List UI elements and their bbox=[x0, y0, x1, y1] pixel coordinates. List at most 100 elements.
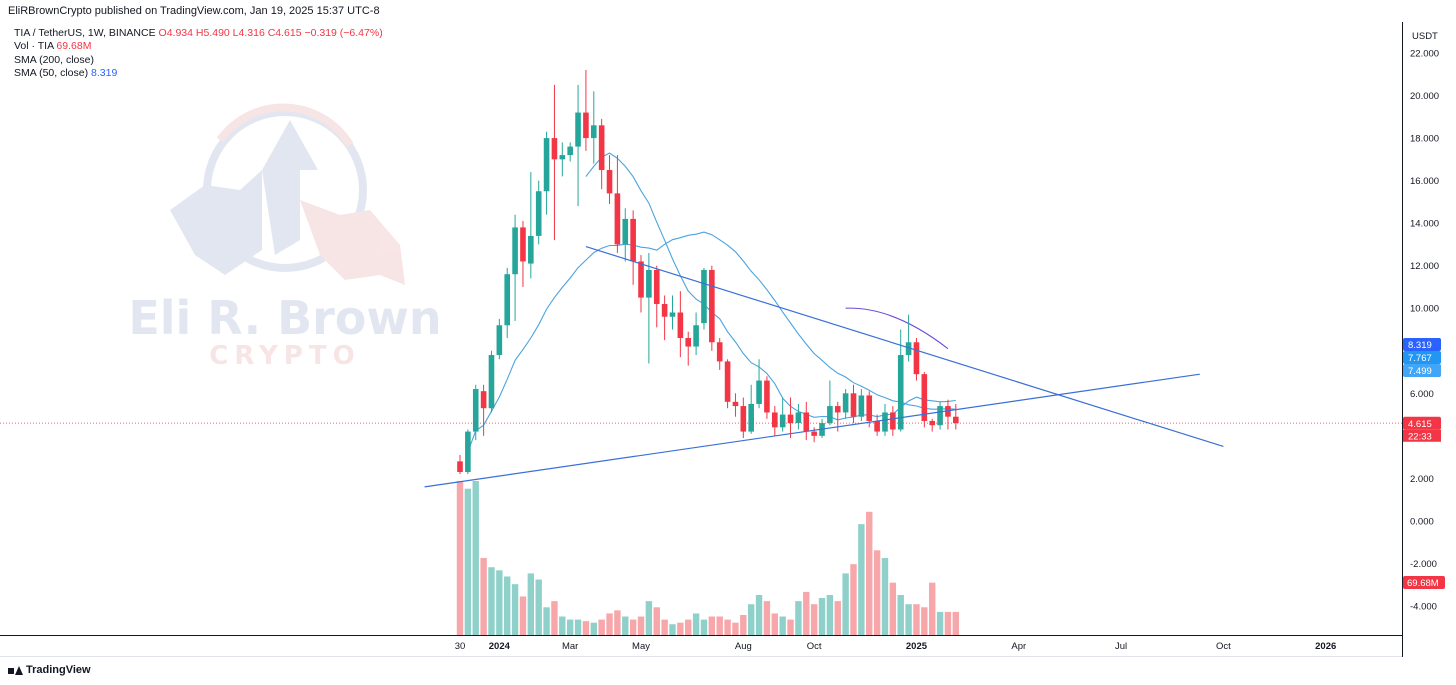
candle-body bbox=[795, 412, 802, 424]
trendlines[interactable] bbox=[0, 245, 1402, 488]
candle-body bbox=[834, 406, 841, 413]
price-tick-label: 10.000 bbox=[1410, 304, 1439, 315]
volume-bar bbox=[472, 481, 479, 635]
volume-bar bbox=[653, 607, 660, 635]
candle bbox=[890, 406, 896, 436]
candle-body bbox=[653, 269, 660, 304]
legend-symbol-row[interactable]: TIA / TetherUS, 1W, BINANCE O4.934 H5.49… bbox=[14, 27, 383, 40]
candle-body bbox=[890, 412, 896, 430]
candle-body bbox=[897, 355, 904, 430]
time-tick-label: Aug bbox=[735, 641, 752, 652]
volume-bar bbox=[559, 616, 566, 635]
legend-sma200-row[interactable]: SMA (200, close) bbox=[14, 54, 383, 67]
time-tick-label: 2024 bbox=[489, 641, 511, 652]
candle bbox=[504, 267, 511, 339]
volume-bar bbox=[708, 616, 716, 635]
volume-bar bbox=[921, 607, 928, 635]
volume-bar bbox=[480, 558, 487, 635]
volume-bar bbox=[795, 601, 802, 635]
volume-bar bbox=[850, 564, 857, 635]
chart-legend: TIA / TetherUS, 1W, BINANCE O4.934 H5.49… bbox=[14, 27, 383, 80]
candle-body bbox=[661, 303, 668, 317]
volume-badge-text: 69.68M bbox=[1407, 578, 1439, 589]
tradingview-brand-text: TradingView bbox=[26, 664, 91, 676]
volume-bar bbox=[535, 579, 542, 635]
candle-body bbox=[457, 461, 463, 473]
price-tick-label: -2.000 bbox=[1410, 559, 1437, 570]
volume-bar bbox=[504, 576, 511, 635]
volume-bar bbox=[700, 619, 708, 635]
legend-sma50-row[interactable]: SMA (50, close) 8.319 bbox=[14, 67, 383, 80]
candle bbox=[787, 397, 794, 438]
volume-bar bbox=[747, 604, 755, 635]
time-tick-label: Jul bbox=[1115, 641, 1127, 652]
candle bbox=[772, 406, 778, 436]
candle-body bbox=[669, 312, 676, 317]
tradingview-logo-icon bbox=[8, 665, 23, 675]
candle-body bbox=[709, 269, 715, 343]
sma-slow-line bbox=[467, 231, 956, 452]
volume-bar bbox=[496, 570, 503, 635]
volume-bar bbox=[716, 616, 723, 635]
volume-bar bbox=[929, 582, 936, 635]
volume-bar bbox=[614, 610, 621, 635]
candle bbox=[842, 389, 849, 419]
time-tick-label: 2026 bbox=[1315, 641, 1336, 652]
candle bbox=[567, 142, 573, 162]
candle bbox=[905, 314, 912, 362]
volume-bar bbox=[873, 550, 881, 635]
volume-bars bbox=[456, 481, 960, 635]
volume-bar bbox=[740, 614, 747, 635]
candle-body bbox=[803, 412, 810, 432]
candle bbox=[661, 295, 668, 341]
candle bbox=[606, 155, 613, 205]
candle-body bbox=[882, 412, 888, 432]
watermark-logo: Eli R. Brown CRYPTO bbox=[128, 103, 442, 371]
volume-bar bbox=[787, 619, 794, 635]
volume-bar bbox=[511, 584, 519, 635]
legend-volume-row[interactable]: Vol · TIA 69.68M bbox=[14, 40, 383, 53]
volume-bar bbox=[724, 619, 731, 635]
candle-body bbox=[646, 269, 652, 298]
published-header: EliRBrownCrypto published on TradingView… bbox=[8, 5, 380, 17]
time-tick-label: Mar bbox=[562, 641, 578, 652]
candle bbox=[512, 214, 518, 321]
time-tick-label: 30 bbox=[455, 641, 466, 652]
tradingview-brand[interactable]: TradingView bbox=[8, 664, 91, 676]
sma-badge-3: 7.499 bbox=[1403, 363, 1441, 377]
candle-body bbox=[905, 342, 912, 356]
sma-badge-3-bg bbox=[1403, 363, 1441, 377]
time-tick-label: Oct bbox=[1216, 641, 1231, 652]
candle bbox=[732, 393, 739, 417]
price-tick-label: 18.000 bbox=[1410, 134, 1439, 145]
candle bbox=[457, 454, 463, 475]
candle bbox=[472, 384, 479, 441]
volume-bar bbox=[527, 573, 535, 635]
candle bbox=[724, 359, 731, 409]
volume-bar bbox=[669, 624, 676, 635]
volume-bar bbox=[881, 558, 889, 635]
volume-bar bbox=[464, 488, 472, 635]
candle bbox=[465, 429, 471, 475]
legend-sma200-label: SMA (200, close) bbox=[14, 53, 94, 66]
volume-bar bbox=[488, 567, 495, 635]
price-axis[interactable]: 22.000 20.000 18.000 16.000 14.000 12.000 10.0… bbox=[1410, 49, 1439, 613]
candle bbox=[803, 401, 810, 441]
candle bbox=[953, 403, 959, 430]
candle bbox=[638, 255, 644, 313]
volume-bar bbox=[763, 601, 771, 635]
volume-bar bbox=[858, 524, 865, 635]
sma-badge-3-text: 7.499 bbox=[1408, 366, 1432, 377]
volume-bar bbox=[606, 613, 613, 635]
candle-body bbox=[598, 125, 605, 170]
price-tick-label: 22.000 bbox=[1410, 49, 1439, 60]
time-axis[interactable]: 30 2024 Mar May Aug Oct 2025 Apr Jul Oct 2026 bbox=[455, 641, 1337, 652]
candle-body bbox=[567, 146, 573, 156]
volume-bar bbox=[810, 604, 818, 635]
volume-bar bbox=[661, 619, 668, 635]
watermark-line1: Eli R. Brown bbox=[128, 291, 441, 345]
volume-bar bbox=[779, 616, 786, 635]
volume-bar bbox=[732, 622, 739, 635]
volume-bar bbox=[590, 622, 597, 635]
